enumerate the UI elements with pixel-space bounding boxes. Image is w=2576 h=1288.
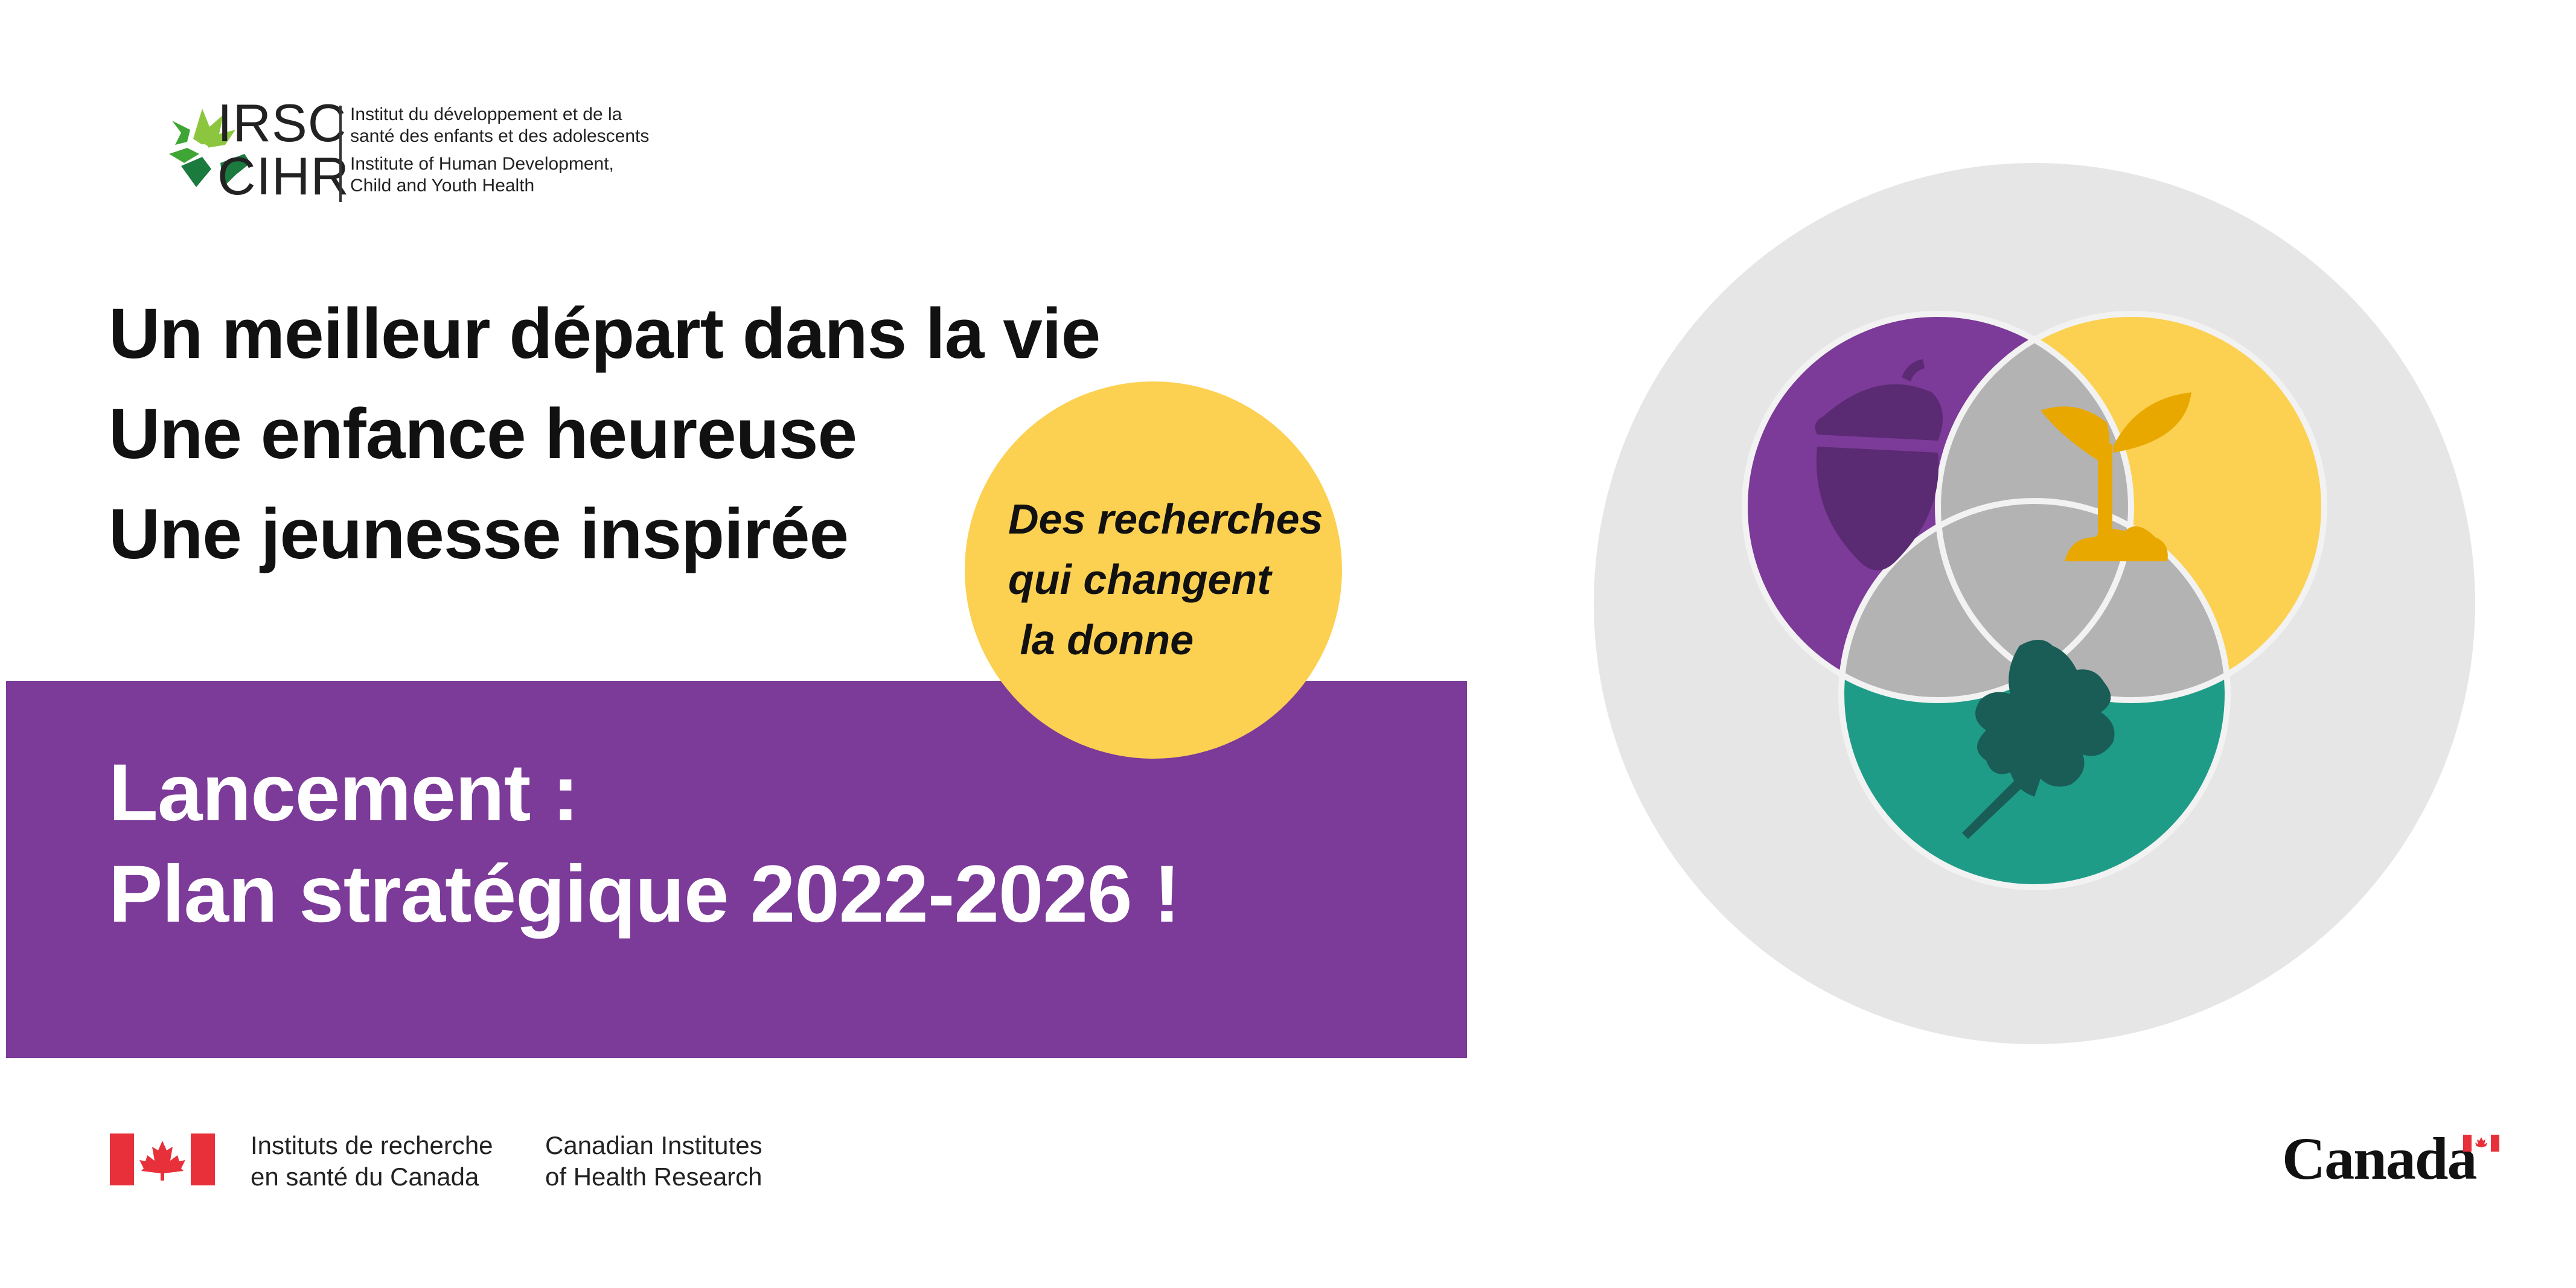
logo-divider [339, 106, 342, 202]
footer-org-fr: Instituts de recherche en santé du Canad… [251, 1130, 493, 1193]
institute-fr-line2: santé des enfants et des adolescents [350, 126, 650, 146]
bubble-line-2: qui changent [1008, 556, 1271, 603]
institute-name: Institut du développement et de la santé… [350, 104, 649, 197]
tagline-3: Une jeunesse inspirée [109, 494, 849, 574]
acronym-fr: IRSC [217, 93, 347, 153]
launch-banner-text: Lancement : Plan stratégique 2022-2026 ! [109, 742, 1180, 945]
acorn-icon [1815, 359, 1943, 570]
highlight-bubble-text: Des recherches qui changent la donne [1008, 489, 1323, 670]
wordmark-flag-icon [2463, 1135, 2499, 1152]
tagline-1: Un meilleur départ dans la vie [109, 294, 1101, 374]
institute-en-line1: Institute of Human Development, [350, 154, 614, 174]
banner-line-1: Lancement : [109, 748, 579, 838]
sprout-icon [2041, 392, 2191, 561]
taglines: Un meilleur départ dans la vie Une enfan… [109, 284, 1101, 584]
logo-acronyms: IRSC CIHR [217, 97, 350, 203]
canada-flag-icon [110, 1133, 215, 1185]
footer-en-line1: Canadian Institutes [545, 1131, 762, 1159]
canada-wordmark-text: Canada [2282, 1125, 2477, 1192]
footer-org-en: Canadian Institutes of Health Research [545, 1130, 762, 1193]
institute-en-line2: Child and Youth Health [350, 176, 535, 196]
acronym-en: CIHR [217, 146, 350, 206]
highlight-bubble [965, 381, 1342, 759]
canada-wordmark: Canada [2282, 1125, 2477, 1192]
footer-fr-line2: en santé du Canada [251, 1162, 479, 1191]
banner-line-2: Plan stratégique 2022-2026 ! [109, 849, 1180, 939]
cihr-logo-icon [169, 109, 251, 187]
venn-graphic [1594, 163, 2475, 1044]
institute-fr-line1: Institut du développement et de la [350, 104, 622, 124]
footer-en-line2: of Health Research [545, 1162, 762, 1191]
oak-leaf-icon [1962, 640, 2115, 839]
footer-fr-line1: Instituts de recherche [251, 1131, 493, 1159]
bubble-line-1: Des recherches [1008, 496, 1323, 543]
bubble-line-3: la donne [1008, 616, 1194, 663]
tagline-2: Une enfance heureuse [109, 394, 857, 474]
